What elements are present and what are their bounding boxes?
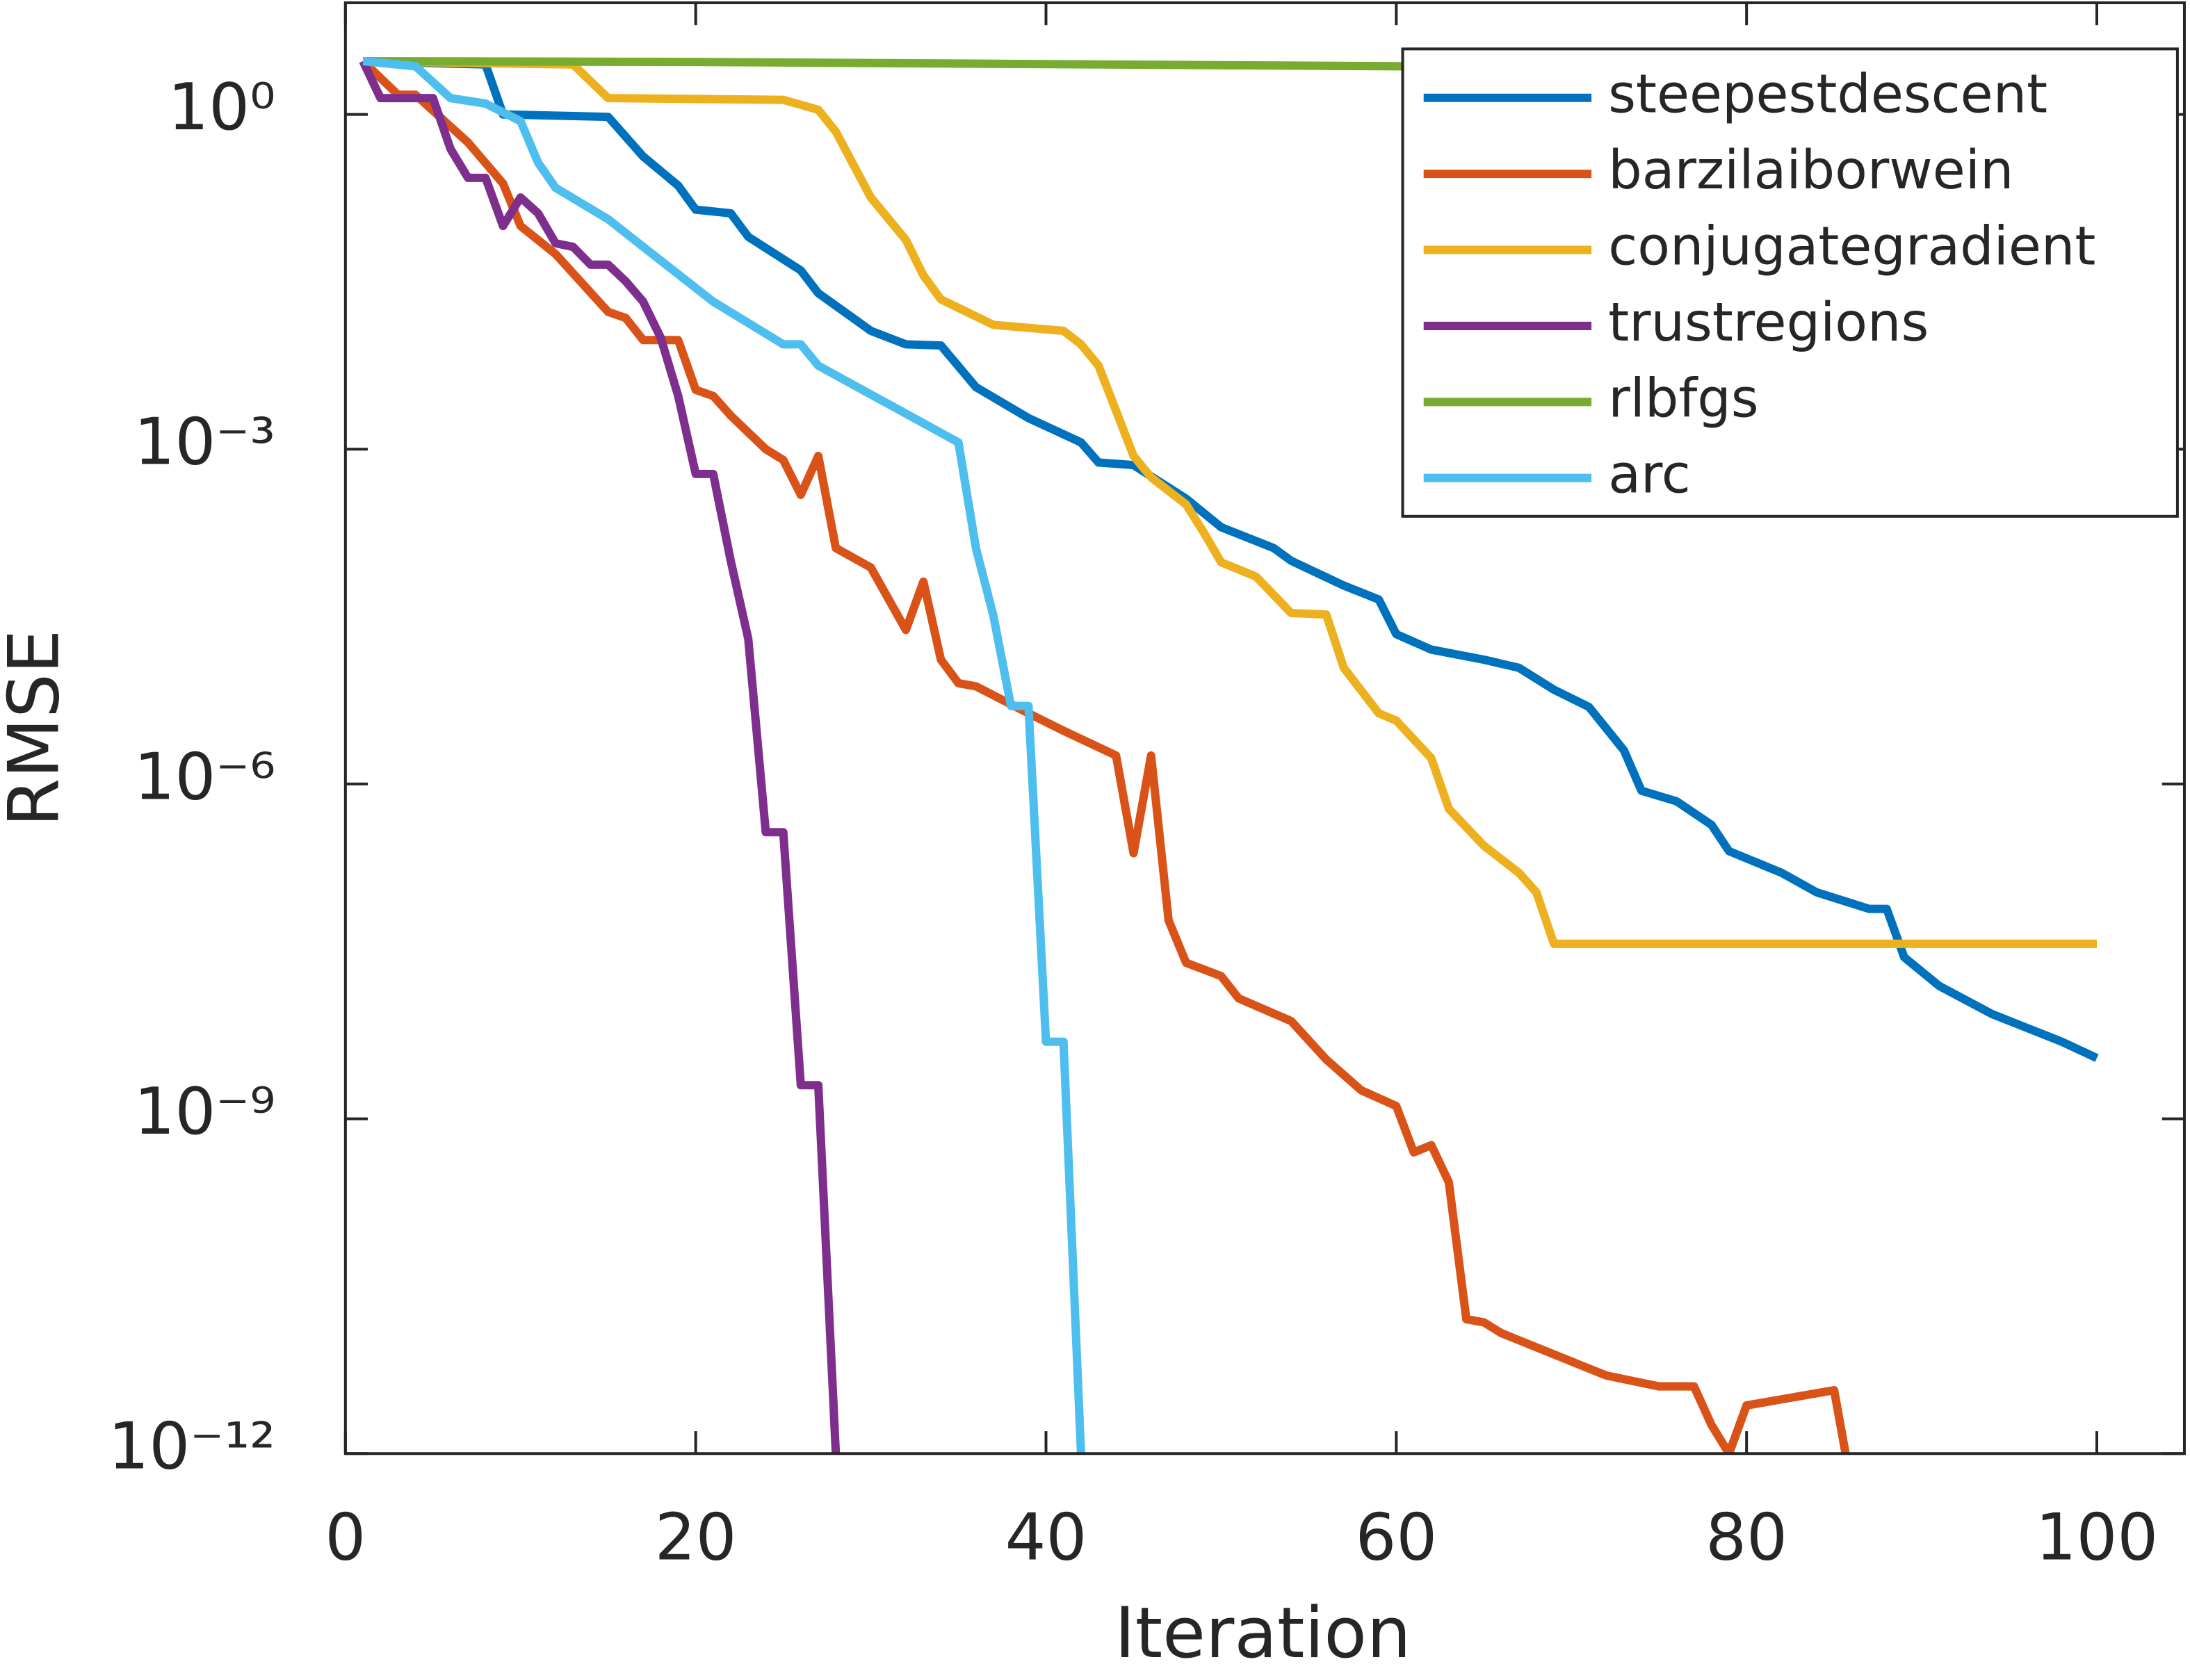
series-line xyxy=(362,56,1085,1454)
legend-label: barzilaiborwein xyxy=(1608,140,2013,202)
legend-label: conjugategradient xyxy=(1608,216,2095,278)
legend-label: steepestdescent xyxy=(1608,64,2047,126)
legend-label: trustregions xyxy=(1608,292,1929,354)
series-line xyxy=(359,59,841,1454)
y-tick-label: 10⁻⁶ xyxy=(134,739,276,814)
y-tick-label: 10⁰ xyxy=(168,70,275,145)
x-tick-label: 60 xyxy=(1355,1499,1437,1574)
series-line xyxy=(362,56,2099,1062)
plot-area xyxy=(359,56,2099,1454)
x-tick-label: 20 xyxy=(655,1499,737,1574)
x-axis-label: Iteration xyxy=(1114,1592,1411,1674)
x-tick-label: 0 xyxy=(325,1499,366,1574)
x-tick-label: 100 xyxy=(2036,1499,2159,1574)
series-line xyxy=(362,56,2097,948)
legend-label: arc xyxy=(1608,444,1691,506)
series-line xyxy=(359,58,1850,1454)
y-axis-label: RMSE xyxy=(0,630,75,827)
x-tick-label: 80 xyxy=(1705,1499,1787,1574)
legend-box xyxy=(1401,47,2179,518)
legend: steepestdescent barzilaiborwein conjugateg… xyxy=(1401,47,2179,518)
y-tick-label: 10⁻¹² xyxy=(108,1409,276,1484)
axes-box xyxy=(343,1,2186,1455)
x-tick-label: 40 xyxy=(1005,1499,1087,1574)
y-tick-label: 10⁻³ xyxy=(134,405,276,480)
y-tick-label: 10⁻⁹ xyxy=(134,1074,276,1149)
legend-label: rlbfgs xyxy=(1608,368,1758,430)
